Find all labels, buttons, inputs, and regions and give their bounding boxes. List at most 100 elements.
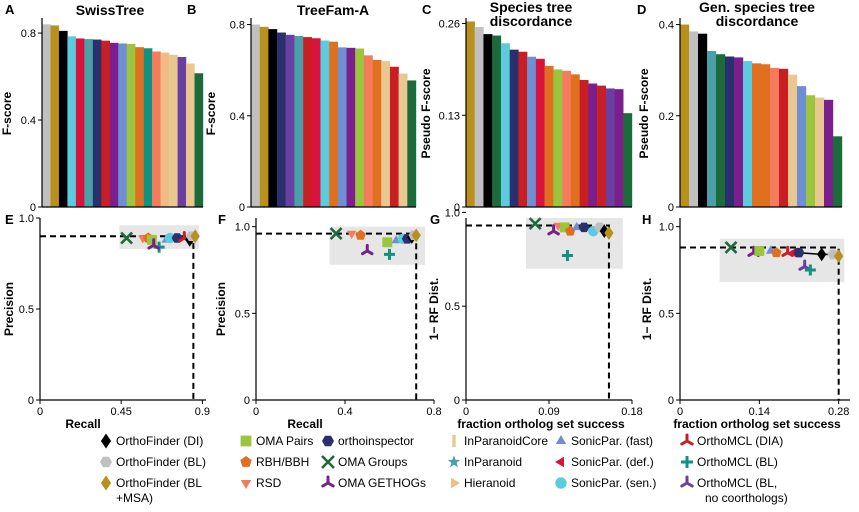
legend-marker	[680, 475, 694, 488]
bar	[303, 37, 312, 207]
chart-title: discordance	[716, 13, 799, 29]
bar	[251, 24, 260, 208]
bar	[752, 63, 762, 207]
y-axis-label: F-score	[204, 92, 218, 136]
y-tick-label: 0.5	[235, 308, 250, 320]
legend-label: OMA Groups	[338, 455, 407, 469]
bar	[268, 29, 278, 208]
data-point	[561, 250, 573, 262]
bar	[84, 39, 94, 207]
y-axis-label: Precision	[214, 282, 228, 336]
scatter-panel-g: G 0 0.5 1.0 0 0.09 0.18 1− RF Dist. fraction ort…	[427, 207, 643, 431]
data-point	[190, 229, 200, 244]
legend-label: OMA Pairs	[256, 434, 313, 448]
bar	[320, 40, 330, 207]
y-tick-label: 0	[30, 202, 36, 214]
data-point	[834, 249, 844, 263]
bar	[259, 26, 269, 208]
legend-label: OMA GETHOGs	[338, 476, 426, 490]
bar	[355, 48, 365, 208]
chart-title: TreeFam-A	[297, 2, 369, 18]
y-tick-label: 0.5	[19, 304, 34, 316]
legend-item: OrthoMCL (BL)	[681, 455, 778, 469]
legend-item: OrthoFinder (BL+MSA)	[100, 475, 202, 505]
legend-marker	[447, 455, 461, 468]
x-tick-label: 0	[253, 406, 259, 418]
bar	[101, 40, 110, 207]
x-tick-label: 0.4	[337, 406, 352, 418]
legend-label: RBH/BBH	[256, 455, 309, 469]
bar	[527, 56, 537, 207]
data-point	[604, 226, 614, 240]
x-tick-label: 0.8	[426, 406, 441, 418]
data-point	[754, 245, 765, 256]
bar	[761, 64, 771, 208]
bar	[483, 34, 493, 207]
bar	[177, 56, 187, 207]
bar	[285, 34, 295, 207]
bar	[67, 36, 77, 208]
bar	[716, 54, 726, 208]
bar-panel-a: A SwissTree 0 0.4 0.8 F-score	[0, 2, 204, 214]
y-axis-label: 1− RF Dist.	[640, 278, 654, 340]
legend-label: OrthoFinder (BL)	[116, 455, 206, 469]
bar	[277, 32, 286, 207]
legend-item: SonicPar. (def.)	[555, 455, 654, 469]
y-tick-label: 0.5	[659, 308, 674, 320]
bar	[337, 47, 347, 208]
y-tick-label: 1.0	[659, 222, 674, 234]
bar	[169, 54, 178, 207]
x-axis-label: fraction ortholog set success	[673, 417, 841, 431]
data-point	[781, 245, 794, 257]
bar	[544, 65, 554, 208]
data-point	[547, 224, 560, 236]
data-point	[411, 228, 421, 243]
data-point	[164, 232, 176, 244]
x-tick-label: 0.09	[538, 406, 559, 418]
data-point	[384, 248, 395, 260]
y-axis-label: Pseudo F-score	[419, 68, 433, 158]
bar	[579, 79, 589, 207]
bar	[143, 48, 153, 207]
legend-marker	[681, 456, 693, 468]
bar	[407, 80, 417, 207]
bar	[160, 52, 170, 208]
bar	[194, 73, 204, 208]
data-point	[329, 227, 343, 241]
legend-label: OrthoMCL (DIA)	[697, 434, 783, 448]
data-point	[355, 229, 366, 240]
panel-label: C	[422, 2, 432, 17]
bar	[135, 47, 144, 208]
panel-label: F	[218, 212, 226, 227]
legend-label: OrthoMCL (BL)	[697, 455, 778, 469]
y-axis-label: Pseudo F-score	[637, 68, 651, 158]
legend-marker	[451, 477, 460, 489]
legend-item: OMA Groups	[321, 455, 407, 469]
bar	[797, 86, 807, 207]
bar	[833, 136, 843, 207]
y-tick-label: 0	[454, 395, 460, 407]
bar	[92, 39, 102, 207]
legend-item: SonicPar. (fast)	[555, 434, 653, 448]
bar	[734, 57, 744, 208]
y-tick-label: 0	[239, 202, 245, 214]
bar	[623, 113, 633, 207]
legend-label: SonicPar. (fast)	[571, 434, 653, 448]
x-tick-label: 0	[37, 406, 43, 418]
bar	[329, 41, 339, 207]
highlight-box	[719, 238, 845, 283]
legend-label: +MSA)	[116, 491, 153, 505]
legend-item: OMA GETHOGs	[321, 475, 426, 490]
legend-label: no coorthologs)	[705, 491, 788, 505]
data-point	[804, 264, 816, 276]
bar	[518, 51, 528, 207]
reference-line	[40, 235, 195, 400]
data-point	[724, 241, 738, 254]
y-tick-label: 0	[454, 202, 460, 214]
legend-item: InParanoid	[447, 455, 522, 469]
bar	[707, 51, 717, 208]
data-point	[382, 237, 393, 248]
bar	[689, 31, 699, 208]
